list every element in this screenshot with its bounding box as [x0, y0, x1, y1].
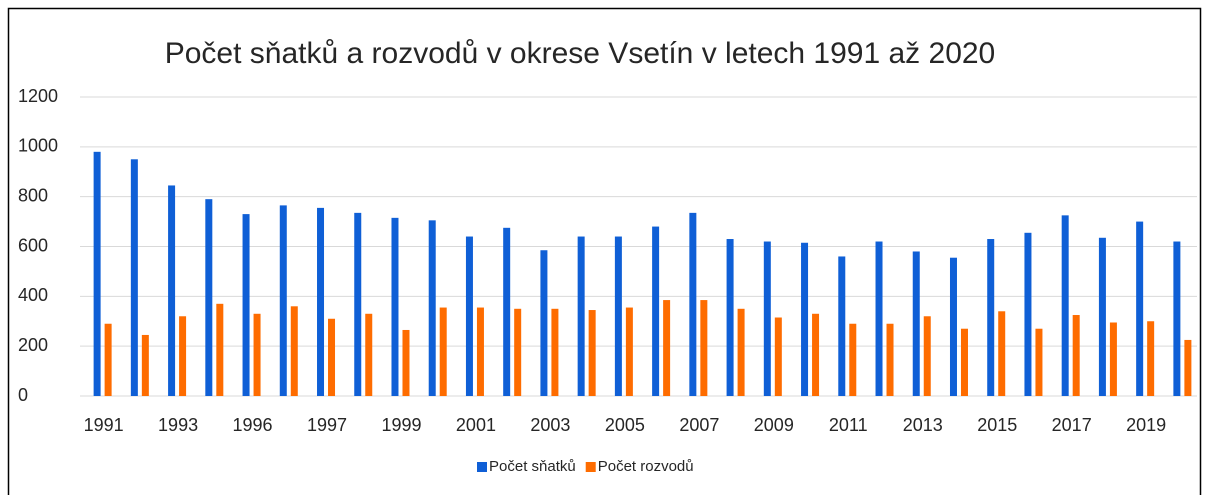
bar — [998, 311, 1006, 396]
x-tick-label: 2009 — [754, 415, 794, 435]
bar — [1024, 232, 1032, 396]
bar — [625, 307, 633, 396]
bar — [1072, 315, 1080, 396]
legend-swatch — [585, 462, 596, 472]
bar — [1147, 321, 1155, 396]
x-tick-label: 2001 — [456, 415, 496, 435]
bar — [391, 217, 399, 396]
bar — [402, 329, 410, 396]
y-tick-label: 0 — [18, 385, 28, 405]
bar — [428, 220, 436, 396]
bar — [849, 323, 857, 396]
bar — [540, 250, 548, 396]
bar — [365, 313, 373, 396]
y-tick-label: 600 — [18, 235, 48, 255]
bar — [689, 212, 697, 396]
bar — [317, 207, 325, 396]
bar — [763, 241, 771, 396]
chart-frame — [7, 7, 1202, 495]
bar — [279, 205, 287, 396]
bar — [104, 323, 112, 396]
bar — [1184, 339, 1192, 396]
bar — [1173, 241, 1181, 396]
bar — [205, 199, 213, 396]
chart-title: Počet sňatků a rozvodů v okrese Vsetín v… — [165, 37, 996, 70]
x-tick-label: 2003 — [530, 415, 570, 435]
bar — [663, 300, 671, 396]
x-tick-label: 2011 — [829, 415, 868, 435]
bar — [960, 328, 968, 396]
bar — [290, 306, 298, 396]
bar — [774, 317, 782, 396]
bar — [838, 256, 846, 396]
bar — [1109, 322, 1117, 396]
x-tick-label: 2007 — [679, 415, 719, 435]
bar — [912, 251, 920, 396]
bar — [726, 239, 734, 396]
legend-label: Počet sňatků — [489, 458, 576, 475]
bar — [354, 212, 362, 396]
bar — [923, 316, 931, 396]
bar — [130, 159, 138, 396]
bar — [551, 308, 559, 396]
bar — [886, 323, 894, 396]
bar — [1061, 215, 1069, 396]
bar — [141, 334, 149, 396]
x-tick-label: 2019 — [1126, 415, 1166, 435]
y-tick-label: 200 — [18, 335, 48, 355]
x-tick-label: 1999 — [381, 415, 421, 435]
bar — [503, 227, 511, 396]
y-tick-label: 400 — [18, 285, 48, 305]
x-tick-label: 1996 — [233, 415, 273, 435]
x-tick-label: 1993 — [158, 415, 198, 435]
x-tick-label: 2013 — [903, 415, 943, 435]
x-tick-label: 1991 — [84, 415, 124, 435]
bar — [737, 308, 745, 396]
bar — [93, 151, 101, 396]
bar — [439, 307, 447, 396]
bar — [168, 185, 176, 396]
y-tick-label: 1000 — [18, 136, 58, 156]
bar — [588, 310, 596, 396]
bar — [812, 313, 820, 396]
x-tick-label: 2017 — [1052, 415, 1092, 435]
bar — [253, 313, 261, 396]
bar — [1136, 221, 1144, 396]
x-tick-label: 1997 — [307, 415, 347, 435]
bar — [875, 241, 883, 396]
legend-label: Počet rozvodů — [598, 458, 694, 475]
bar — [700, 300, 708, 396]
bar — [987, 239, 995, 396]
x-tick-label: 2005 — [605, 415, 645, 435]
bar — [1098, 237, 1106, 396]
y-tick-label: 1200 — [18, 86, 58, 106]
bar — [242, 214, 250, 396]
bar — [476, 307, 484, 396]
bar — [577, 236, 585, 396]
bar — [216, 303, 224, 396]
bar — [652, 226, 660, 396]
bar — [465, 236, 473, 396]
bar — [328, 318, 336, 396]
bar — [614, 236, 622, 396]
bar — [801, 242, 809, 396]
bar — [179, 316, 187, 396]
bar — [514, 308, 522, 396]
bar — [1035, 328, 1043, 396]
y-tick-label: 800 — [18, 185, 48, 205]
bar — [949, 257, 957, 396]
legend-swatch — [477, 462, 487, 472]
x-tick-label: 2015 — [977, 415, 1017, 435]
